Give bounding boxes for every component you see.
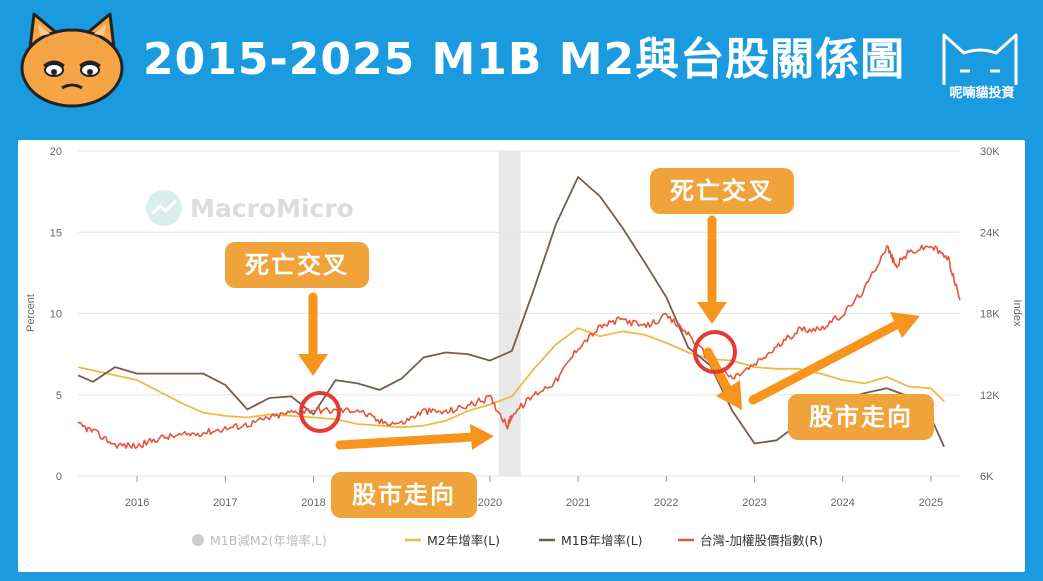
y-right-tick: 6K [980,471,994,483]
x-tick-label: 2025 [919,497,943,509]
series-line-2 [77,244,961,449]
x-tick-label: 2020 [478,497,502,509]
y-right-tick: 24K [980,227,1000,239]
x-tick-label: 2017 [213,497,237,509]
arrows [298,215,920,450]
legend-label: M2年增率(L) [427,533,500,548]
death-cross-label-2: 死亡交叉 [650,168,794,214]
y-left-tick: 15 [50,227,62,239]
x-tick-label: 2018 [301,497,325,509]
chart-svg: MacroMicro 0 5 10 15 20 6K 12K 18K 24K 30K 2016 2… [25,146,1023,548]
legend-marker [192,534,204,546]
y-right-tick: 30K [980,146,1000,158]
x-tick-label: 2021 [566,497,590,509]
x-tick-label: 2016 [125,497,149,509]
down-arrow-1 [298,292,328,376]
x-tick-label: 2022 [654,497,678,509]
legend-label: M1B年增率(L) [561,533,643,548]
legend-label: M1B減M2(年增率,L) [210,533,327,548]
cross-circle-2 [693,330,737,374]
y-left-tick: 20 [50,146,62,158]
right-arrow-1 [335,424,494,450]
y-right-tick: 12K [980,390,1000,402]
market-trend-label-2: 股市走向 [788,394,934,440]
brand-name: 呢喃貓投資 [949,86,1015,101]
y-left-axis-label: Percent [25,294,37,332]
cat-mascot-icon [20,12,124,108]
watermark-text: MacroMicro [190,194,354,223]
y-left-tick: 5 [56,390,62,402]
x-tick-label: 2024 [830,497,854,509]
up-right-arrow [748,312,920,405]
market-trend-label-1: 股市走向 [331,472,477,518]
chart-panel: MacroMicro 0 5 10 15 20 6K 12K 18K 24K 30K 2016 2… [18,140,1025,572]
legend-label: 台灣-加權股價指數(R) [700,533,823,548]
death-cross-label-1: 死亡交叉 [225,242,369,288]
page-title: 2015-2025 M1B M2與台股關係圖 [143,34,906,85]
y-right-axis-label: Index [1011,300,1023,327]
cross-circle-1 [299,391,341,433]
y-right-tick: 18K [980,309,1000,321]
y-left-tick: 10 [50,309,62,321]
x-tick-label: 2023 [742,497,766,509]
legend: M1B減M2(年增率,L) M2年增率(L) M1B年增率(L) 台灣-加權股價指數(… [192,533,823,548]
brand-cat-icon [942,33,1018,85]
down-arrow-2 [697,215,727,324]
y-left-tick: 0 [56,471,62,483]
